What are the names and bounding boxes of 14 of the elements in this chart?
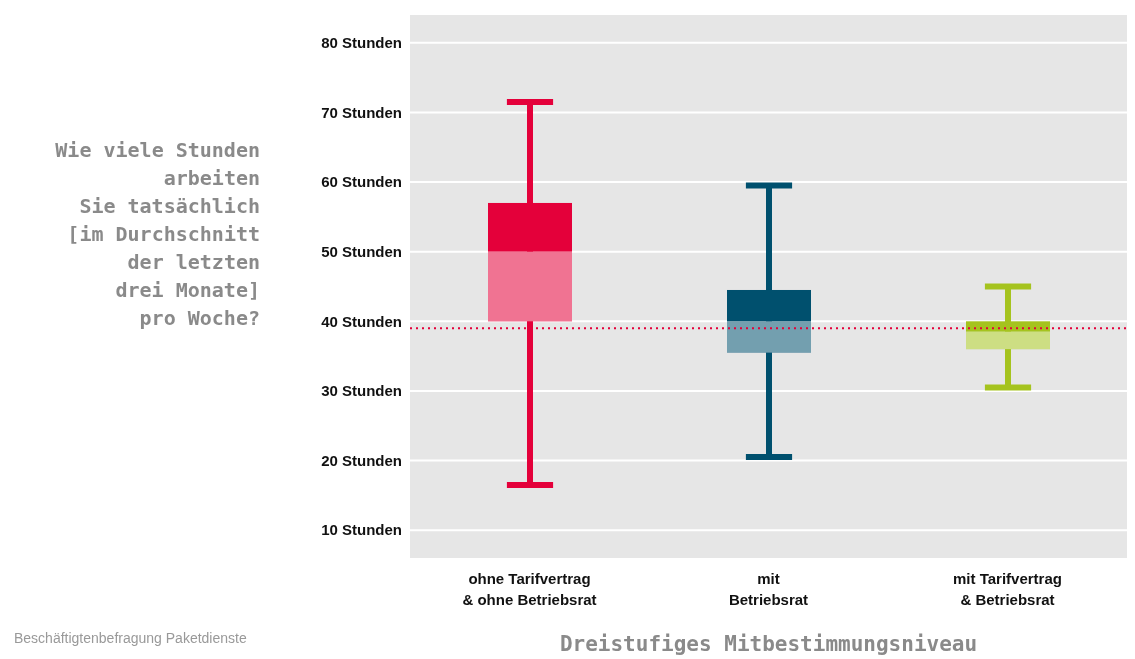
y-tick-label: 40 Stunden (321, 312, 402, 330)
y-tick-label: 20 Stunden (321, 451, 402, 469)
y-tick-label: 70 Stunden (321, 103, 402, 121)
x-axis-title: Dreistufiges Mitbestimmungsniveau (558, 632, 979, 656)
y-axis-title: Wie viele Stunden arbeiten Sie tatsächlich [im Durchschnitt der letzten drei Monate] pro Woche? (54, 137, 260, 332)
y-tick-label: 10 Stunden (321, 521, 402, 539)
y-tick-label: 80 Stunden (321, 34, 402, 52)
text: Beschäftigtenbefragung Paketdienste (14, 630, 247, 646)
x-tick-label: mit Tarifvertrag & Betriebsrat (953, 570, 1062, 608)
x-tick-label: ohne Tarifvertrag & ohne Betriebsrat (462, 570, 597, 608)
y-tick-label: 60 Stunden (321, 173, 402, 191)
y-tick-label: 30 Stunden (321, 382, 402, 400)
x-tick-label: mit Betriebsrat (728, 570, 809, 608)
y-tick-label: 50 Stunden (321, 243, 402, 261)
